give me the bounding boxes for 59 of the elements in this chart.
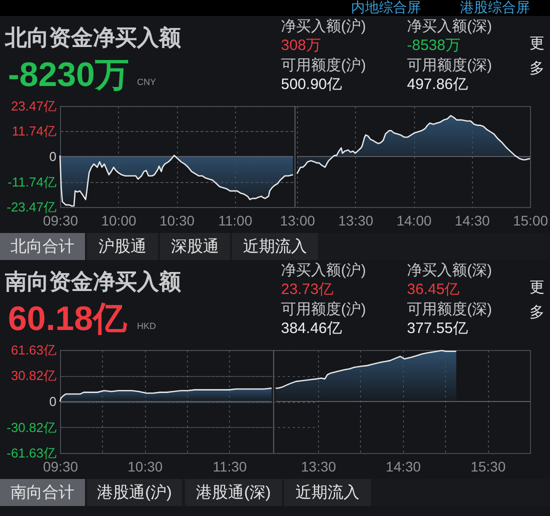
text: 可用额度(沪) (281, 57, 366, 74)
text: 沪股通 (98, 238, 146, 256)
x-tick-label: 11:30 (212, 458, 248, 474)
x-tick-label: 09:30 (42, 212, 78, 228)
x-tick-label: 10:30 (159, 212, 195, 228)
text: 净买入额(深) (407, 262, 492, 279)
x-tick-label: 10:30 (128, 458, 163, 474)
y-tick-label: 61.63亿 (10, 342, 56, 358)
text: 南向合计 (10, 484, 74, 502)
x-tick-label: 13:30 (338, 212, 374, 228)
text: 497.86亿 (407, 76, 468, 93)
y-tick-label: 0 (49, 149, 56, 164)
x-tick-label: 14:30 (454, 212, 490, 228)
text: 净买入额(深) (407, 18, 492, 35)
y-tick-label: -61.63亿 (6, 446, 56, 460)
x-tick-label: 13:30 (301, 458, 336, 474)
text: 384.46亿 (281, 320, 342, 337)
x-tick-label: 10:00 (101, 212, 136, 228)
text: 近期流入 (243, 238, 307, 256)
x-tick-label: 13:00 (280, 212, 316, 228)
text: 港股通(沪) (97, 484, 172, 502)
text: 23.73亿 (281, 281, 334, 298)
text: -8230万 (8, 56, 129, 94)
x-tick-label: 15:00 (512, 212, 548, 228)
text: 可用额度(深) (407, 57, 492, 74)
text: 308万 (281, 37, 322, 54)
x-tick-label: 14:30 (386, 458, 422, 474)
y-tick-label: 23.47亿 (10, 98, 56, 114)
text: 港股综合屏 (460, 0, 530, 15)
y-tick-label: -11.74亿 (8, 174, 56, 190)
text: 近期流入 (296, 484, 360, 502)
text: 可用额度(沪) (281, 301, 366, 318)
text: 净买入额(沪) (281, 18, 366, 35)
text: 南向资金净买入额 (4, 269, 182, 294)
text: 500.90亿 (281, 76, 342, 93)
text: 北向合计 (10, 238, 74, 256)
text: HKD (137, 321, 156, 331)
y-tick-label: 0 (49, 394, 56, 409)
y-tick-label: -30.82亿 (6, 420, 56, 435)
x-tick-label: 14:00 (396, 212, 432, 228)
x-tick-label: 11:00 (218, 212, 252, 228)
y-tick-label: 11.74亿 (12, 124, 56, 139)
x-tick-label: 15:30 (470, 458, 506, 474)
y-tick-label: 30.82亿 (10, 368, 56, 384)
text: 60.18亿 (8, 300, 128, 338)
text: 内地综合屏 (351, 0, 421, 15)
y-tick-label: -23.47亿 (6, 200, 56, 214)
text: 更多 (530, 35, 544, 77)
text: 36.45亿 (407, 281, 460, 298)
text: 更多 (530, 279, 544, 321)
text: -8538万 (407, 37, 460, 54)
text: 可用额度(深) (407, 301, 492, 318)
text: 净买入额(沪) (281, 262, 366, 279)
text: 377.55亿 (407, 320, 468, 337)
text: CNY (137, 77, 156, 87)
text: 港股通(深) (196, 484, 271, 502)
x-tick-label: 09:30 (42, 458, 78, 474)
text: 北向资金净买入额 (4, 25, 182, 50)
text: 深股通 (171, 238, 219, 256)
